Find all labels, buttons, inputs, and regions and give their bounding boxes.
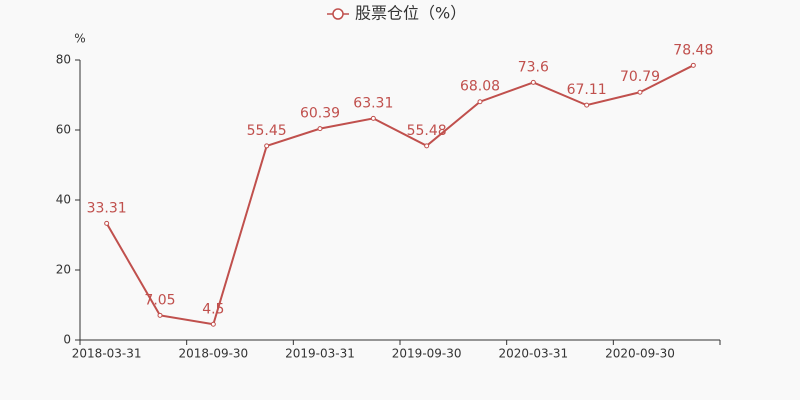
point <box>370 115 376 121</box>
y-tick-label: 80 <box>56 53 71 67</box>
point <box>530 79 536 85</box>
y-tick-label: 60 <box>56 123 71 137</box>
value-label: 33.31 <box>87 200 127 216</box>
x-tick-label: 2018-09-30 <box>178 347 248 361</box>
value-label: 73.6 <box>518 59 549 75</box>
legend-marker <box>332 8 344 20</box>
value-label: 55.45 <box>247 123 287 139</box>
point <box>264 143 270 149</box>
point <box>637 89 643 95</box>
point <box>584 102 590 108</box>
x-tick-label: 2018-03-31 <box>72 347 142 361</box>
value-label: 55.48 <box>407 123 447 139</box>
x-tick-label: 2020-03-31 <box>498 347 568 361</box>
point <box>157 312 163 318</box>
value-label: 7.05 <box>144 292 175 308</box>
value-label: 78.48 <box>673 42 713 58</box>
y-tick-label: 0 <box>63 333 71 347</box>
value-label: 4.5 <box>202 301 224 317</box>
value-label: 68.08 <box>460 79 500 95</box>
value-label: 63.31 <box>353 95 393 111</box>
value-label: 67.11 <box>567 82 607 98</box>
legend-label: 股票仓位（%） <box>355 4 466 23</box>
line <box>105 64 694 326</box>
value-label: 70.79 <box>620 69 660 85</box>
y-unit: % <box>74 32 85 46</box>
point <box>317 126 323 132</box>
y-tick-label: 40 <box>56 193 71 207</box>
point <box>210 321 216 327</box>
point <box>477 99 483 105</box>
x-tick-label: 2019-09-30 <box>392 347 462 361</box>
y-tick-label: 20 <box>56 263 71 277</box>
point <box>690 62 696 68</box>
point <box>104 220 110 226</box>
x-tick-label: 2020-09-30 <box>605 347 675 361</box>
point <box>424 143 430 149</box>
value-label: 60.39 <box>300 106 340 122</box>
x-tick-label: 2019-03-31 <box>285 347 355 361</box>
